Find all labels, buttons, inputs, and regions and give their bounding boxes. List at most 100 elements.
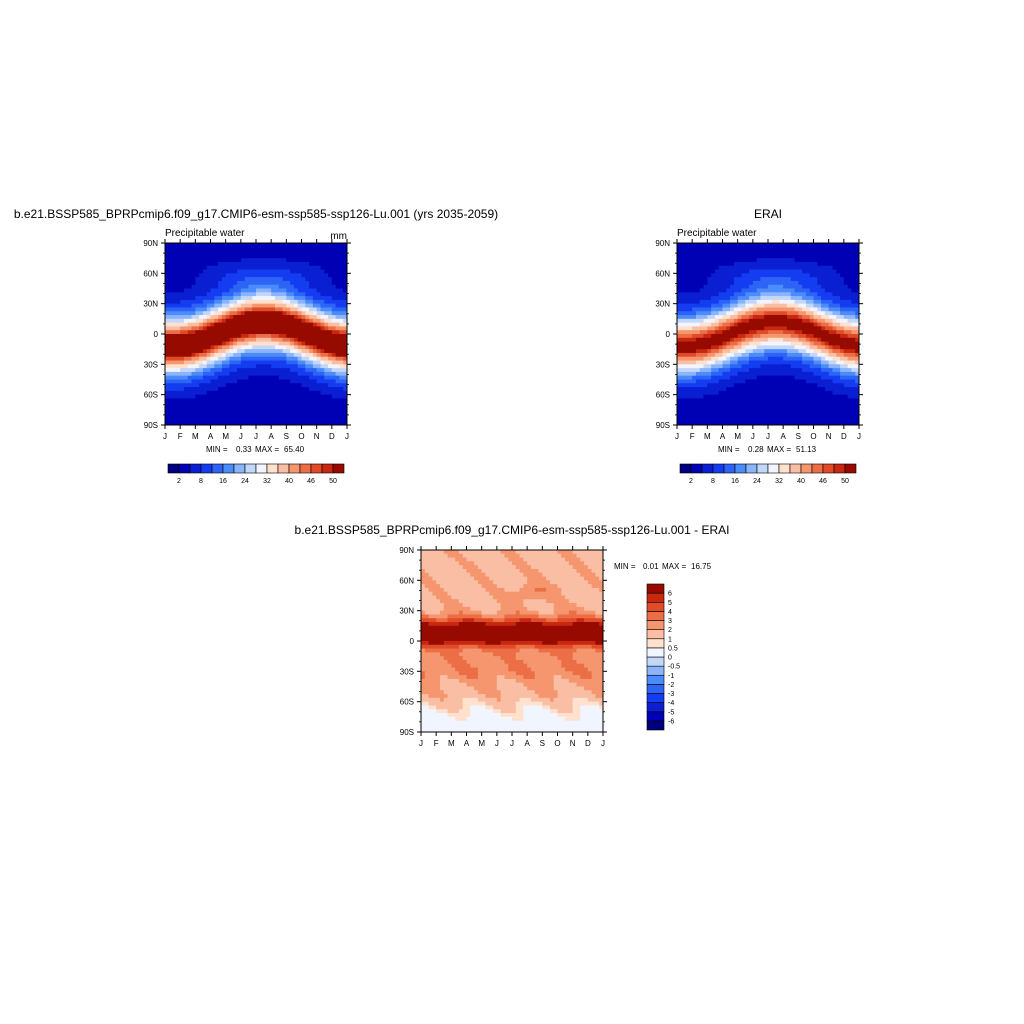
field-cell <box>722 379 727 384</box>
field-cell <box>199 277 204 282</box>
field-cell <box>172 269 177 274</box>
field-cell <box>309 402 314 407</box>
field-cell <box>821 375 826 381</box>
field-cell <box>214 258 219 263</box>
field-cell <box>282 250 287 255</box>
field-cell <box>320 265 325 271</box>
x-tick-label: N <box>826 432 832 441</box>
field-cell <box>176 383 181 388</box>
field-cell <box>168 288 174 293</box>
field-cell <box>172 277 177 282</box>
field-cell <box>206 277 212 282</box>
field-cell <box>195 330 200 335</box>
field-cell <box>282 243 287 248</box>
field-cell <box>760 406 765 411</box>
field-cell <box>805 307 811 312</box>
field-cell <box>779 284 784 290</box>
field-cell <box>699 315 705 320</box>
field-cell <box>259 387 265 392</box>
field-cell <box>309 383 314 388</box>
field-cell <box>282 280 287 286</box>
panel-model-min-label: MIN = <box>206 445 228 454</box>
field-cell <box>259 318 265 324</box>
field-cell <box>278 398 284 403</box>
field-cell <box>191 390 196 396</box>
field-cell <box>824 273 830 278</box>
field-cell <box>855 345 859 350</box>
field-cell <box>764 277 769 282</box>
field-cell <box>677 284 682 290</box>
x-tick-label: A <box>720 432 726 441</box>
field-cell <box>843 334 849 339</box>
field-cell <box>775 352 780 358</box>
field-cell <box>802 288 807 293</box>
field-cell <box>538 550 543 555</box>
field-cell <box>779 341 784 346</box>
field-cell <box>286 406 291 411</box>
field-cell <box>786 280 792 286</box>
field-cell <box>210 341 215 346</box>
field-cell <box>293 330 299 335</box>
field-cell <box>851 398 856 403</box>
field-cell <box>301 315 306 320</box>
field-cell <box>202 330 208 335</box>
field-cell <box>274 341 280 346</box>
field-cell <box>214 322 219 328</box>
field-cell <box>680 368 686 373</box>
field-cell <box>771 368 777 373</box>
field-cell <box>301 409 306 415</box>
field-cell <box>786 387 792 392</box>
field-cell <box>470 557 475 562</box>
field-cell <box>711 379 716 384</box>
field-cell <box>312 326 318 331</box>
field-cell <box>233 421 238 425</box>
field-cell <box>779 330 784 335</box>
field-cell <box>760 296 765 301</box>
field-cell <box>263 413 268 419</box>
field-cell <box>794 368 799 373</box>
colorbar-box <box>310 463 323 474</box>
field-cell <box>274 258 280 263</box>
field-cell <box>210 368 215 373</box>
field-cell <box>252 258 257 263</box>
field-cell <box>195 284 200 290</box>
field-cell <box>786 409 792 415</box>
field-cell <box>703 394 708 400</box>
field-cell <box>714 402 720 407</box>
field-cell <box>813 326 818 331</box>
field-cell <box>768 254 773 259</box>
field-cell <box>779 375 784 381</box>
field-cell <box>805 352 811 358</box>
field-cell <box>282 349 287 354</box>
field-cell <box>595 550 600 555</box>
field-cell <box>187 273 193 278</box>
field-cell <box>240 322 246 328</box>
field-cell <box>692 406 697 411</box>
field-cell <box>320 243 325 248</box>
field-cell <box>195 299 200 305</box>
field-cell <box>187 349 193 354</box>
field-cell <box>263 265 268 271</box>
field-cell <box>749 265 754 271</box>
field-cell <box>199 299 204 305</box>
field-cell <box>343 349 347 354</box>
field-cell <box>244 292 250 297</box>
field-cell <box>180 326 185 331</box>
field-cell <box>695 246 701 252</box>
field-cell <box>580 550 585 555</box>
field-cell <box>297 246 303 252</box>
field-cell <box>741 280 746 286</box>
field-cell <box>726 318 731 324</box>
x-tick-label: N <box>314 432 320 441</box>
field-cell <box>172 315 177 320</box>
field-cell <box>680 315 686 320</box>
field-cell <box>817 341 822 346</box>
field-cell <box>256 273 261 278</box>
field-cell <box>225 277 231 282</box>
field-cell <box>274 250 280 255</box>
field-cell <box>267 277 272 282</box>
field-cell <box>832 318 837 324</box>
field-cell <box>749 368 754 373</box>
field-cell <box>229 345 234 350</box>
field-cell <box>331 398 337 403</box>
